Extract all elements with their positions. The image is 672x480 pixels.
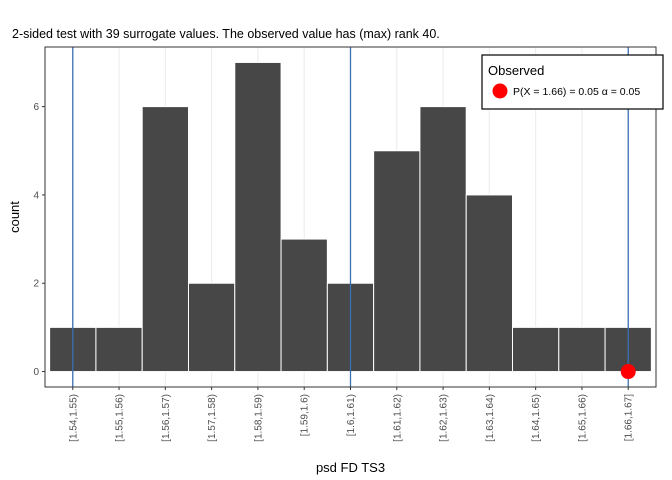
bar: [419, 106, 467, 373]
x-tick-label: [1.62,1.63): [439, 394, 450, 442]
legend-label: P(X = 1.66) = 0.05 α = 0.05: [513, 86, 640, 98]
legend-box: [481, 54, 664, 110]
x-tick-label: [1.6,1.61): [346, 394, 357, 436]
bar: [187, 282, 236, 373]
bar: [234, 61, 282, 373]
bar: [373, 150, 421, 373]
legend-title: Observed: [488, 63, 544, 78]
x-tick-label: [1.64,1.65): [531, 394, 542, 442]
y-tick-label: 4: [33, 190, 39, 201]
observed-points: [620, 364, 636, 380]
y-axis: 0 2 4 6: [33, 102, 45, 378]
x-tick-label: [1.55,1.56): [115, 394, 126, 442]
x-tick-label: [1.58,1.59): [253, 394, 264, 442]
y-tick-label: 0: [33, 367, 39, 378]
x-tick-label: [1.65,1.66): [577, 394, 588, 442]
bar: [512, 326, 560, 373]
bar: [465, 194, 514, 373]
legend: Observed P(X = 1.66) = 0.05 α = 0.05: [481, 54, 664, 110]
bar: [141, 106, 189, 373]
bar: [558, 326, 606, 373]
bar: [95, 326, 143, 373]
x-tick-label: [1.66,1.67]: [624, 394, 635, 441]
bars: [49, 61, 652, 373]
chart-title: 2-sided test with 39 surrogate values. T…: [12, 27, 440, 41]
x-tick-label: [1.59,1.6): [300, 394, 311, 436]
x-tick-label: [1.61,1.62): [392, 394, 403, 442]
x-tick-label: [1.54,1.55): [68, 394, 79, 442]
legend-key-point: [492, 83, 508, 99]
y-tick-label: 6: [33, 102, 39, 113]
x-axis: [1.54,1.55) [1.55,1.56) [1.56,1.57) [1.57,1…: [68, 387, 635, 442]
x-tick-label: [1.63,1.64): [485, 394, 496, 442]
y-tick-label: 2: [33, 279, 39, 290]
y-axis-title: count: [7, 201, 22, 233]
observed-point: [620, 364, 636, 380]
x-tick-label: [1.57,1.58): [207, 394, 218, 442]
x-tick-label: [1.56,1.57): [161, 394, 172, 442]
bar: [280, 238, 328, 373]
x-axis-title: psd FD TS3: [316, 460, 385, 475]
